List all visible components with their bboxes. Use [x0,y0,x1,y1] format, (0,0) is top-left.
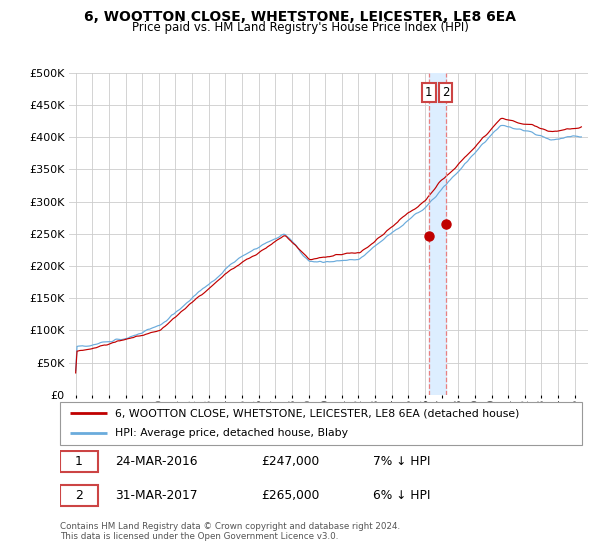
Text: 7% ↓ HPI: 7% ↓ HPI [373,455,431,468]
Text: 2: 2 [75,489,83,502]
Text: 2: 2 [442,86,449,99]
Text: 31-MAR-2017: 31-MAR-2017 [115,489,197,502]
Bar [429,73,446,395]
Text: 6% ↓ HPI: 6% ↓ HPI [373,489,431,502]
Text: Contains HM Land Registry data © Crown copyright and database right 2024.
This d: Contains HM Land Registry data © Crown c… [60,522,400,542]
Text: Price paid vs. HM Land Registry's House Price Index (HPI): Price paid vs. HM Land Registry's House … [131,21,469,34]
Text: HPI: Average price, detached house, Blaby: HPI: Average price, detached house, Blab… [115,428,348,438]
Text: £265,000: £265,000 [261,489,319,502]
Text: 1: 1 [75,455,83,468]
FancyBboxPatch shape [60,485,98,506]
Text: 24-MAR-2016: 24-MAR-2016 [115,455,197,468]
Text: 1: 1 [425,86,433,99]
Text: 6, WOOTTON CLOSE, WHETSTONE, LEICESTER, LE8 6EA (detached house): 6, WOOTTON CLOSE, WHETSTONE, LEICESTER, … [115,408,519,418]
Text: £247,000: £247,000 [261,455,319,468]
FancyBboxPatch shape [60,451,98,472]
Text: 6, WOOTTON CLOSE, WHETSTONE, LEICESTER, LE8 6EA: 6, WOOTTON CLOSE, WHETSTONE, LEICESTER, … [84,10,516,24]
FancyBboxPatch shape [60,402,582,445]
